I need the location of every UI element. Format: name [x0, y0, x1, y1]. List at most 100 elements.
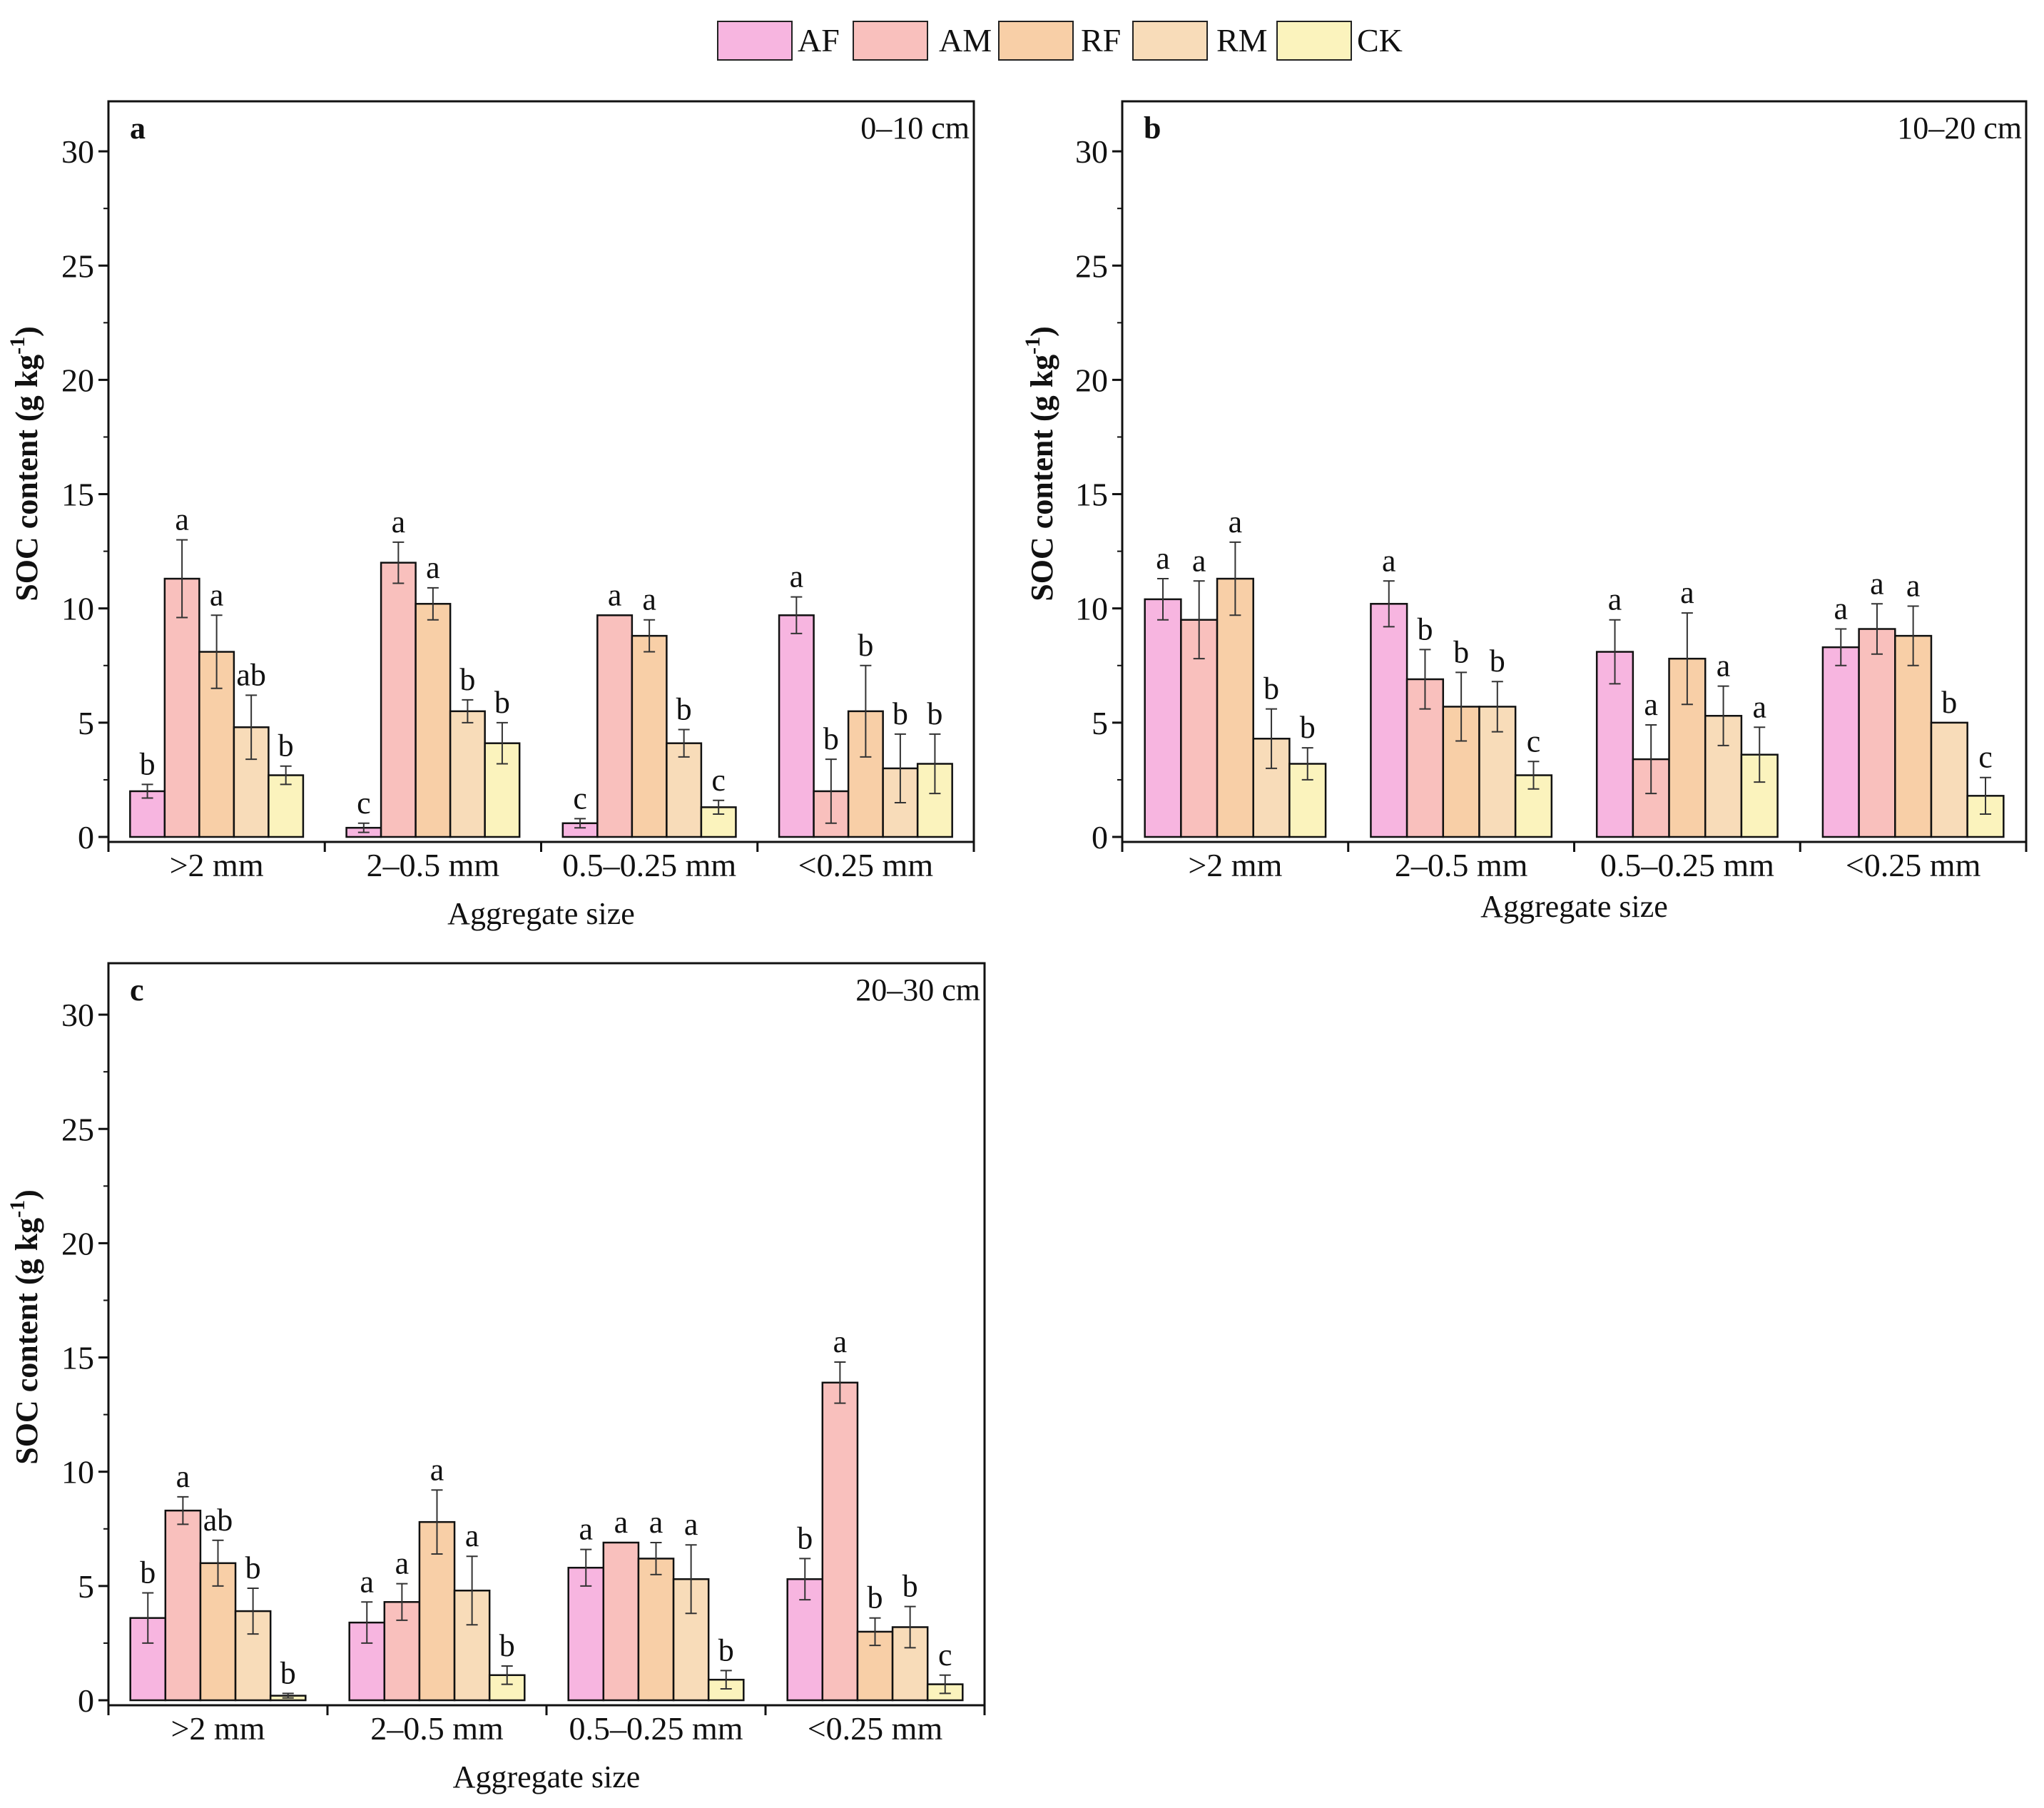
bar-am-2-0-5-mm [380, 562, 417, 838]
sig-letter-ck-2-0-5-mm: b [499, 1628, 515, 1663]
legend: AF AM RF RM CK [717, 21, 1403, 61]
y-tick-label-25: 25 [61, 1111, 94, 1147]
x-tick-label-0-25-mm: <0.25 mm [1846, 847, 1981, 883]
legend-swatch-af [717, 21, 793, 61]
y-axis-title-c: SOC content (g kg-1) [6, 1189, 44, 1465]
sig-letter-am-2-0-5-mm: a [395, 1546, 410, 1581]
sig-letter-am-0-25-mm: a [833, 1324, 848, 1359]
sig-letter-ck-0-25-mm: b [927, 696, 942, 731]
y-tick-label-10: 10 [61, 1454, 94, 1490]
y-tick-label-20: 20 [61, 362, 94, 398]
y-tick-label-10: 10 [1075, 591, 1108, 627]
sig-letter-af-0-5-0-25-mm: a [1608, 582, 1622, 617]
y-tick-label-30: 30 [1075, 133, 1108, 170]
sig-letter-rm-2-0-5-mm: a [465, 1518, 479, 1553]
legend-item-af: AF [717, 21, 840, 61]
sig-letter-ck-2-mm: b [280, 1655, 296, 1690]
sig-letter-rf-2-mm: a [210, 577, 224, 612]
x-tick-label-0-5-0-25-mm: 0.5–0.25 mm [1600, 847, 1774, 883]
sig-letter-rm-2-mm: b [245, 1550, 261, 1585]
sig-letter-ck-0-5-0-25-mm: c [711, 763, 726, 798]
sig-letter-am-0-5-0-25-mm: a [614, 1505, 629, 1540]
panel-b-y-axis: 0 5 10 15 20 25 30 [1075, 133, 1122, 855]
y-tick-label-25: 25 [1075, 248, 1108, 284]
sig-letter-rm-2-mm: b [1263, 671, 1279, 706]
sig-letter-rf-0-25-mm: a [1906, 568, 1921, 603]
sig-letter-am-0-25-mm: a [1870, 566, 1884, 601]
x-axis-title-b: Aggregate size [1480, 889, 1668, 924]
y-tick-label-0: 0 [1092, 819, 1108, 855]
legend-item-rf: RF [998, 21, 1121, 61]
bar-af-0-5-0-25-mm [567, 1566, 605, 1702]
x-tick-label-0-25-mm: <0.25 mm [798, 847, 934, 883]
y-tick-label-0: 0 [78, 819, 94, 855]
legend-label-am: AM [939, 22, 992, 59]
bar-am-0-25-mm [821, 1381, 859, 1702]
sig-letter-af-0-5-0-25-mm: c [573, 781, 587, 816]
x-tick-label-0-5-0-25-mm: 0.5–0.25 mm [569, 1710, 743, 1747]
y-tick-label-20: 20 [61, 1225, 94, 1261]
legend-item-am: AM [853, 21, 992, 61]
sig-letter-af-0-25-mm: a [1834, 591, 1848, 626]
bar-ck-2-0-5-mm [484, 742, 521, 838]
legend-label-rf: RF [1081, 22, 1121, 59]
legend-swatch-rf [998, 21, 1074, 61]
sig-letter-af-2-0-5-mm: a [1382, 543, 1396, 578]
sig-letter-rf-0-25-mm: b [858, 628, 873, 663]
legend-item-rm: RM [1132, 21, 1268, 61]
y-tick-label-15: 15 [61, 477, 94, 513]
sig-letter-rf-0-5-0-25-mm: a [1680, 575, 1694, 610]
y-tick-label-25: 25 [61, 248, 94, 284]
panel-letter-c: c [130, 972, 144, 1007]
sig-letter-af-0-25-mm: a [790, 559, 804, 594]
legend-label-ck: CK [1357, 22, 1403, 59]
sig-letter-rf-2-mm: ab [203, 1503, 233, 1538]
depth-label-c: 20–30 cm [855, 972, 980, 1007]
sig-letter-af-0-25-mm: b [797, 1520, 813, 1555]
sig-letter-rf-0-5-0-25-mm: a [642, 582, 656, 617]
panel-b-bars [1144, 577, 2005, 838]
sig-letter-rm-0-5-0-25-mm: a [684, 1507, 698, 1542]
legend-swatch-am [853, 21, 928, 61]
legend-swatch-rm [1132, 21, 1208, 61]
x-axis-title-a: Aggregate size [447, 896, 635, 931]
sig-letter-rm-2-0-5-mm: b [1490, 644, 1505, 679]
bar-rm-0-5-0-25-mm [666, 742, 703, 838]
sig-letter-rf-0-5-0-25-mm: a [649, 1505, 663, 1540]
y-tick-label-5: 5 [78, 705, 94, 741]
bar-af-2-mm [1144, 598, 1182, 838]
sig-letter-ck-0-25-mm: c [938, 1637, 952, 1672]
sig-letter-am-0-5-0-25-mm: a [1644, 687, 1658, 722]
panel-b-error-bars [1157, 541, 1991, 815]
y-tick-label-10: 10 [61, 591, 94, 627]
panel-a-x-axis [107, 842, 975, 852]
sig-letter-rm-0-25-mm: b [1941, 685, 1957, 720]
bar-af-0-25-mm [778, 614, 815, 838]
bar-af-2-mm [129, 790, 166, 838]
panel-c-x-axis [107, 1705, 986, 1715]
x-tick-label-2-0-5-mm: 2–0.5 mm [370, 1710, 504, 1747]
bar-am-2-mm [164, 1509, 202, 1702]
sig-letter-rm-0-25-mm: b [893, 696, 908, 731]
sig-letter-rm-2-mm: ab [236, 657, 266, 692]
sig-letter-rm-0-5-0-25-mm: b [676, 691, 692, 726]
depth-label-a: 0–10 cm [860, 111, 970, 146]
bar-am-0-25-mm [1858, 628, 1896, 838]
bar-am-2-mm [163, 577, 200, 838]
bar-rm-0-25-mm [1930, 721, 1968, 838]
sig-letter-am-2-mm: a [175, 502, 189, 537]
sig-letter-am-2-0-5-mm: b [1417, 611, 1433, 646]
y-axis-title-a: SOC content (g kg-1) [6, 326, 44, 601]
sig-letter-ck-2-mm: b [278, 728, 294, 763]
sig-letter-am-0-5-0-25-mm: a [608, 577, 622, 612]
x-tick-label-2-mm: >2 mm [170, 847, 264, 883]
sig-letter-rm-0-5-0-25-mm: a [1717, 649, 1731, 684]
x-tick-label-0-5-0-25-mm: 0.5–0.25 mm [562, 847, 736, 883]
x-tick-label-2-mm: >2 mm [171, 1710, 265, 1747]
